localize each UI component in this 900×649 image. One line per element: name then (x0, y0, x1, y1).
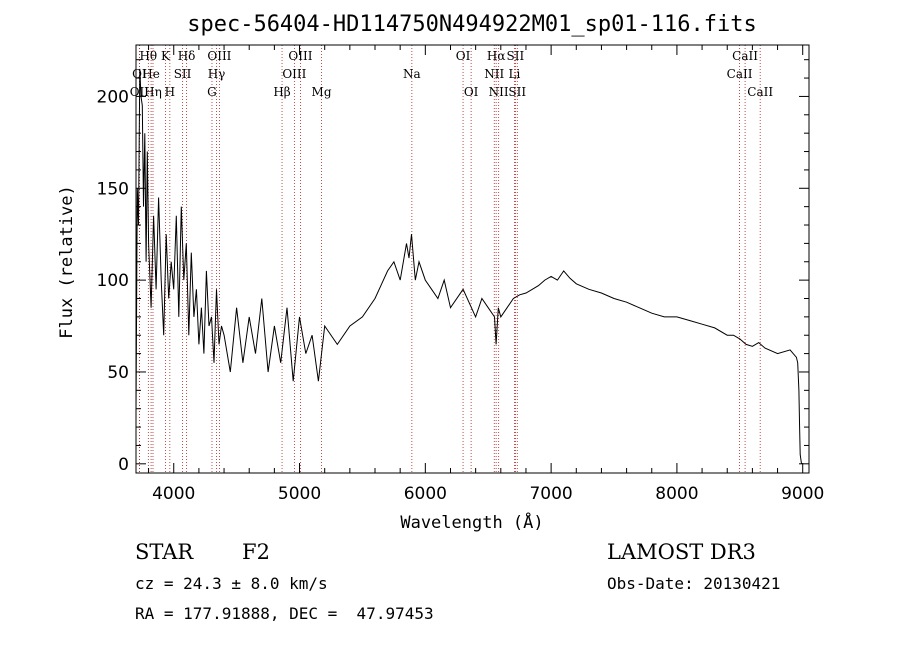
spectral-line-label: Hθ (139, 49, 157, 63)
object-class: STAR (135, 540, 194, 564)
chart-title: spec-56404-HD114750N494922M01_sp01-116.f… (187, 12, 757, 37)
spectral-line-label: G (207, 85, 217, 99)
spectral-line-label: OIII (288, 49, 312, 63)
y-tick-label: 200 (97, 87, 129, 107)
x-tick-label: 7000 (529, 484, 572, 504)
spectral-line-markers (138, 45, 761, 473)
spectral-line-label: OI (456, 49, 471, 63)
y-tick-label: 50 (107, 363, 129, 383)
spectral-line-label: OIII (282, 67, 306, 81)
plot-frame (135, 44, 810, 474)
x-tick-label: 8000 (655, 484, 698, 504)
spectral-line-label: Li (508, 67, 520, 81)
flux-series-line (135, 68, 802, 464)
spectral-line-label: CaII (732, 49, 758, 63)
spectral-line-label: K (161, 49, 171, 63)
spectral-line-label: Hη (144, 85, 162, 99)
x-tick-label: 4000 (152, 484, 195, 504)
spectral-line-label: NII (489, 85, 509, 99)
spectral-line-label: Hα (487, 49, 506, 63)
observation-date: Obs-Date: 20130421 (607, 574, 781, 593)
spectral-line-label: CaII (747, 85, 773, 99)
spectral-line-label: SII (174, 67, 192, 81)
spectral-line-label: H (165, 85, 175, 99)
y-axis: 0 50 100 150 200 (97, 59, 809, 475)
spectral-line-label: SII (507, 49, 525, 63)
spectral-line-label: Hγ (208, 67, 226, 81)
spectral-line-label: Na (403, 67, 421, 81)
y-tick-label: 150 (97, 179, 129, 199)
coordinates: RA = 177.91888, DEC = 47.97453 (135, 604, 434, 623)
redshift-velocity: cz = 24.3 ± 8.0 km/s (135, 574, 328, 593)
y-tick-label: 0 (118, 455, 129, 475)
spectral-line-label: SII (508, 85, 526, 99)
x-tick-label: 6000 (404, 484, 447, 504)
x-tick-label: 9000 (781, 484, 824, 504)
spectral-line-label: CaII (727, 67, 753, 81)
y-tick-label: 100 (97, 271, 129, 291)
spectral-line-label: Mg (312, 85, 332, 99)
object-subclass: F2 (242, 540, 270, 564)
survey-name: LAMOST DR3 (607, 540, 756, 564)
x-axis-label: Wavelength (Å) (400, 511, 543, 533)
spectral-line-label: Hδ (178, 49, 196, 63)
spectral-line-label: OIII (207, 49, 231, 63)
x-axis: 4000 5000 6000 7000 8000 9000 (148, 45, 824, 504)
spectral-line-label: Hβ (273, 85, 290, 99)
y-axis-label: Flux (relative) (57, 185, 77, 339)
spectral-line-label: OI (464, 85, 479, 99)
x-tick-label: 5000 (278, 484, 321, 504)
spectral-line-label: He (142, 67, 160, 81)
spectral-line-label: NII (484, 67, 504, 81)
